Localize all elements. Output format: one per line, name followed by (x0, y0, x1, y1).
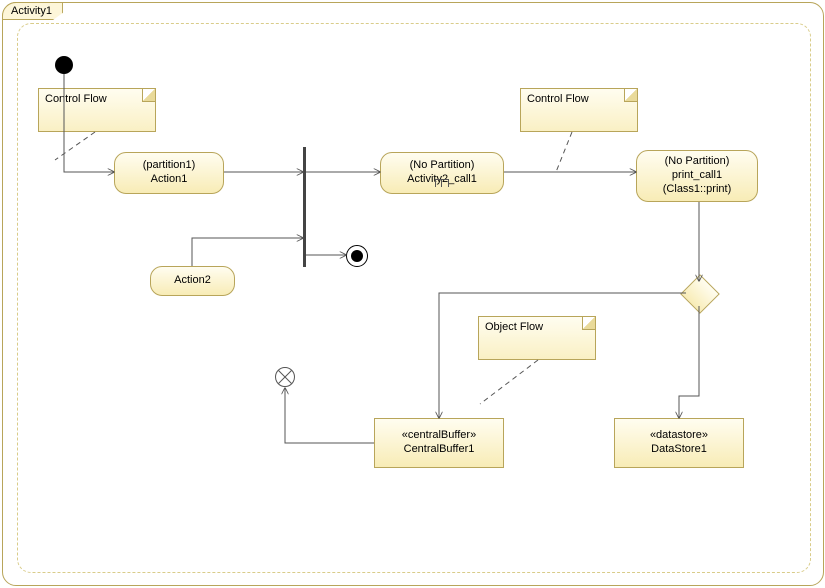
central-buffer-node: «centralBuffer» CentralBuffer1 (374, 418, 504, 468)
central-buffer-stereotype: «centralBuffer» (402, 429, 476, 443)
note-control-flow-1: Control Flow (38, 88, 156, 132)
action-action2-label: Action2 (174, 274, 211, 288)
action-print-sig: (Class1::print) (663, 183, 731, 197)
note-fold-icon (142, 89, 155, 102)
note-of1-text: Object Flow (485, 321, 543, 333)
rake-icon (435, 179, 449, 189)
action-activity2-call: (No Partition) Activity2_call1 (380, 152, 504, 194)
action-print-label: print_call1 (672, 169, 722, 183)
activity-final-node (346, 245, 368, 267)
datastore-node: «datastore» DataStore1 (614, 418, 744, 468)
central-buffer-label: CentralBuffer1 (404, 443, 475, 457)
action-action1-partition: (partition1) (143, 159, 196, 173)
action-print-call: (No Partition) print_call1 (Class1::prin… (636, 150, 758, 202)
note-fold-icon (624, 89, 637, 102)
action-print-partition: (No Partition) (665, 155, 730, 169)
note-object-flow: Object Flow (478, 316, 596, 360)
note-cf2-text: Control Flow (527, 93, 589, 105)
activity-frame-title: Activity1 (2, 2, 63, 20)
note-cf1-text: Control Flow (45, 93, 107, 105)
fork-bar (303, 147, 306, 267)
action-action1-label: Action1 (151, 173, 188, 187)
activity-frame-title-text: Activity1 (11, 5, 52, 17)
datastore-label: DataStore1 (651, 443, 707, 457)
datastore-stereotype: «datastore» (650, 429, 708, 443)
action-action1: (partition1) Action1 (114, 152, 224, 194)
flow-final-node (275, 367, 295, 387)
initial-node (55, 56, 73, 74)
note-fold-icon (582, 317, 595, 330)
action-activity2-partition: (No Partition) (410, 159, 475, 173)
note-control-flow-2: Control Flow (520, 88, 638, 132)
action-action2: Action2 (150, 266, 235, 296)
